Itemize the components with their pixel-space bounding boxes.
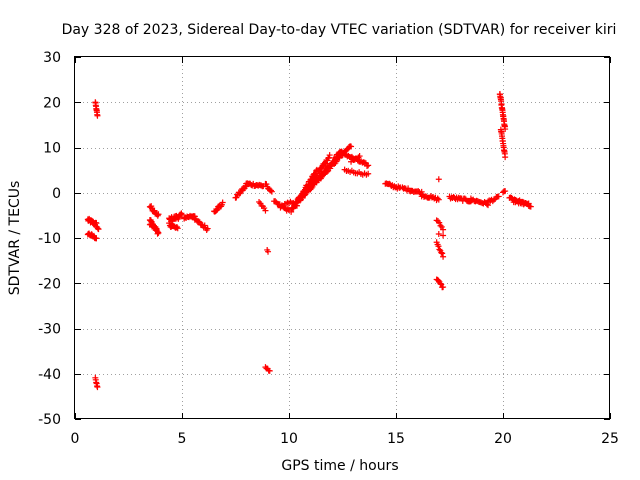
data-point bbox=[365, 162, 372, 169]
data-point bbox=[324, 168, 331, 175]
ticks-layer: 0 5 10 15 20 25 -50 -40 -30 -20 -10 0 10 20 30 bbox=[38, 50, 619, 447]
data-point bbox=[438, 249, 445, 256]
data-point bbox=[435, 176, 442, 183]
y-tick-label: -40 bbox=[38, 367, 61, 383]
data-point bbox=[502, 154, 509, 161]
data-point bbox=[174, 225, 181, 232]
data-point bbox=[195, 218, 202, 225]
chart-title: Day 328 of 2023, Sidereal Day-to-day VTE… bbox=[62, 22, 617, 38]
data-point bbox=[365, 170, 372, 177]
data-point bbox=[94, 384, 101, 391]
data-point bbox=[268, 188, 275, 195]
data-point bbox=[267, 187, 274, 194]
data-point bbox=[214, 206, 221, 213]
data-point bbox=[94, 112, 101, 119]
data-point bbox=[436, 246, 443, 253]
data-point bbox=[147, 204, 154, 211]
data-point bbox=[288, 208, 295, 215]
data-point bbox=[301, 192, 308, 199]
data-point bbox=[440, 232, 447, 239]
data-point bbox=[290, 205, 297, 212]
y-axis-label: SDTVAR / TECUs bbox=[7, 181, 23, 296]
data-point bbox=[348, 143, 355, 150]
data-point bbox=[437, 280, 444, 287]
data-point bbox=[440, 226, 447, 233]
data-point bbox=[438, 223, 445, 230]
y-tick-label: -20 bbox=[38, 276, 61, 292]
grid-layer bbox=[75, 57, 610, 419]
data-point bbox=[356, 153, 363, 160]
data-point bbox=[326, 152, 333, 159]
data-point bbox=[151, 207, 158, 214]
data-point bbox=[364, 163, 371, 170]
data-point bbox=[435, 243, 442, 250]
data-point bbox=[219, 199, 226, 206]
data-point bbox=[93, 235, 100, 242]
y-tick-label: 30 bbox=[43, 50, 61, 66]
data-point bbox=[265, 248, 272, 255]
data-point bbox=[437, 222, 444, 229]
y-tick-label: -50 bbox=[38, 412, 61, 428]
data-point bbox=[483, 201, 490, 208]
data-point bbox=[155, 211, 162, 218]
data-point bbox=[204, 225, 211, 232]
x-tick-label: 5 bbox=[178, 431, 187, 447]
points-layer bbox=[84, 91, 534, 391]
data-point bbox=[525, 200, 532, 207]
data-point bbox=[213, 207, 220, 214]
data-point bbox=[439, 250, 446, 257]
data-point bbox=[502, 188, 509, 195]
data-point bbox=[308, 185, 315, 192]
x-tick-label: 25 bbox=[601, 431, 619, 447]
data-point bbox=[266, 367, 273, 374]
data-point bbox=[333, 158, 340, 165]
data-point bbox=[262, 207, 269, 214]
data-point bbox=[263, 181, 270, 188]
y-tick-label: 20 bbox=[43, 95, 61, 111]
data-point bbox=[201, 222, 208, 229]
x-tick-label: 15 bbox=[387, 431, 405, 447]
data-point bbox=[155, 229, 162, 236]
data-point bbox=[284, 206, 291, 213]
data-point bbox=[95, 226, 102, 233]
x-tick-label: 20 bbox=[494, 431, 512, 447]
data-point bbox=[495, 193, 502, 200]
y-tick-label: 10 bbox=[43, 141, 61, 157]
data-point bbox=[435, 196, 442, 203]
x-tick-label: 10 bbox=[280, 431, 298, 447]
x-tick-label: 0 bbox=[71, 431, 80, 447]
data-point bbox=[153, 225, 160, 232]
y-tick-label: -10 bbox=[38, 231, 61, 247]
data-point bbox=[436, 219, 443, 226]
x-axis-label: GPS time / hours bbox=[281, 458, 398, 474]
plot-frame bbox=[74, 56, 610, 419]
data-point bbox=[179, 211, 185, 218]
data-point bbox=[325, 154, 332, 161]
data-point bbox=[434, 195, 441, 202]
data-point bbox=[440, 284, 447, 291]
y-tick-label: 0 bbox=[52, 186, 61, 202]
data-point bbox=[355, 154, 362, 161]
data-point bbox=[173, 224, 180, 231]
y-tick-label: -30 bbox=[38, 322, 61, 338]
data-point bbox=[527, 203, 534, 210]
data-point bbox=[293, 202, 300, 209]
data-point bbox=[435, 231, 442, 238]
data-point bbox=[440, 253, 447, 260]
